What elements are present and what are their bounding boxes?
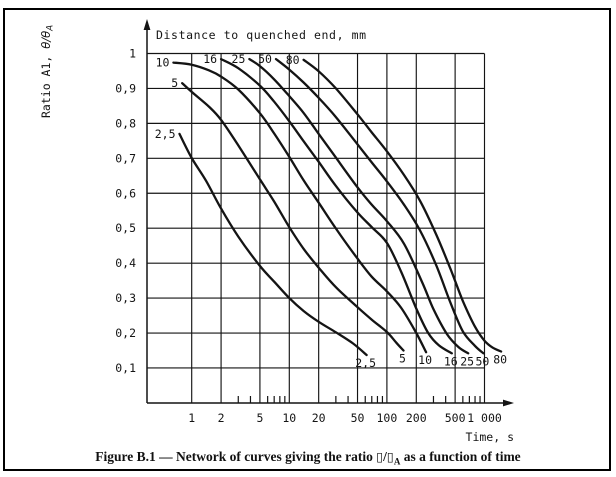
- caption-missing-glyph-theta-2: ▯: [386, 449, 394, 464]
- curve-start-label: 10: [156, 56, 170, 70]
- chart-header-distance-to-quenched-end: Distance to quenched end, mm: [156, 28, 367, 42]
- x-axis-title-text: Time, s: [466, 430, 514, 444]
- curve-end-label: 25: [460, 354, 474, 368]
- y-axis-title-theta-ratio: θ/θ: [39, 31, 53, 49]
- curve-end-label: 50: [475, 354, 489, 368]
- curve-distance-2.5mm: [178, 132, 368, 357]
- y-tick-label: 0,2: [115, 326, 136, 340]
- caption-text-before: Figure B.1 — Network of curves giving th…: [95, 449, 377, 464]
- y-axis-title-subscript: A: [46, 25, 56, 32]
- x-tick-label: 10: [282, 411, 296, 425]
- curve-end-label: 10: [418, 353, 432, 367]
- curve-distance-5mm: [181, 82, 405, 352]
- y-tick-label: 1: [129, 47, 136, 61]
- curve-distance-25mm: [248, 57, 470, 355]
- curve-end-label: 2,5: [355, 356, 376, 370]
- y-axis-title-prefix: Ratio A1,: [39, 49, 53, 118]
- curve-distance-10mm: [172, 61, 428, 354]
- x-axis-title: Time, s: [466, 430, 514, 444]
- curve-start-label: 50: [258, 52, 272, 66]
- curve-start-label: 2,5: [155, 127, 176, 141]
- curve-end-label: 80: [493, 353, 507, 367]
- y-tick-label: 0,6: [115, 186, 136, 200]
- curve-start-label: 80: [286, 53, 300, 67]
- x-tick-label: 200: [406, 411, 427, 425]
- y-tick-label: 0,4: [115, 256, 136, 270]
- page-border-frame: [3, 8, 611, 471]
- curves-layer: [172, 57, 503, 357]
- curve-distance-50mm: [274, 57, 485, 355]
- x-tick-label: 1 000: [467, 411, 502, 425]
- caption-missing-glyph-theta-1: ▯: [376, 449, 384, 464]
- caption-text-after: as a function of time: [400, 449, 521, 464]
- y-tick-label: 0,1: [115, 361, 136, 375]
- x-tick-label: 100: [377, 411, 398, 425]
- y-tick-label: 0,8: [115, 116, 136, 130]
- x-tick-label: 50: [351, 411, 365, 425]
- x-tick-label: 1: [188, 411, 195, 425]
- curve-distance-16mm: [219, 57, 453, 355]
- y-axis-arrowhead-icon: [143, 19, 151, 30]
- x-tick-label: 5: [256, 411, 263, 425]
- caption-slash: /: [383, 449, 387, 464]
- y-tick-label: 0,9: [115, 81, 136, 95]
- figure-caption: Figure B.1 — Network of curves giving th…: [0, 449, 616, 470]
- curve-start-label: 16: [203, 52, 217, 66]
- x-tick-label: 500: [445, 411, 466, 425]
- x-tick-label: 20: [312, 411, 326, 425]
- curve-distance-80mm: [302, 58, 503, 353]
- y-axis-title: Ratio A1, θ/θA: [39, 25, 56, 118]
- y-tick-label: 0,3: [115, 291, 136, 305]
- curve-start-label: 5: [171, 76, 178, 90]
- y-tick-label: 0,5: [115, 221, 136, 235]
- tick-layer: 1 2 5 10 20 50 100 200 500 1 00010,90,80,70,60,50…: [115, 47, 502, 426]
- y-tick-label: 0,7: [115, 151, 136, 165]
- axes-layer: [143, 19, 514, 407]
- caption-subscript-A: A: [393, 456, 401, 467]
- x-axis-arrowhead-icon: [503, 399, 514, 407]
- x-tick-label: 2: [218, 411, 225, 425]
- curve-end-label: 5: [399, 351, 406, 365]
- curve-end-label: 16: [444, 354, 458, 368]
- curve-start-label: 25: [232, 52, 246, 66]
